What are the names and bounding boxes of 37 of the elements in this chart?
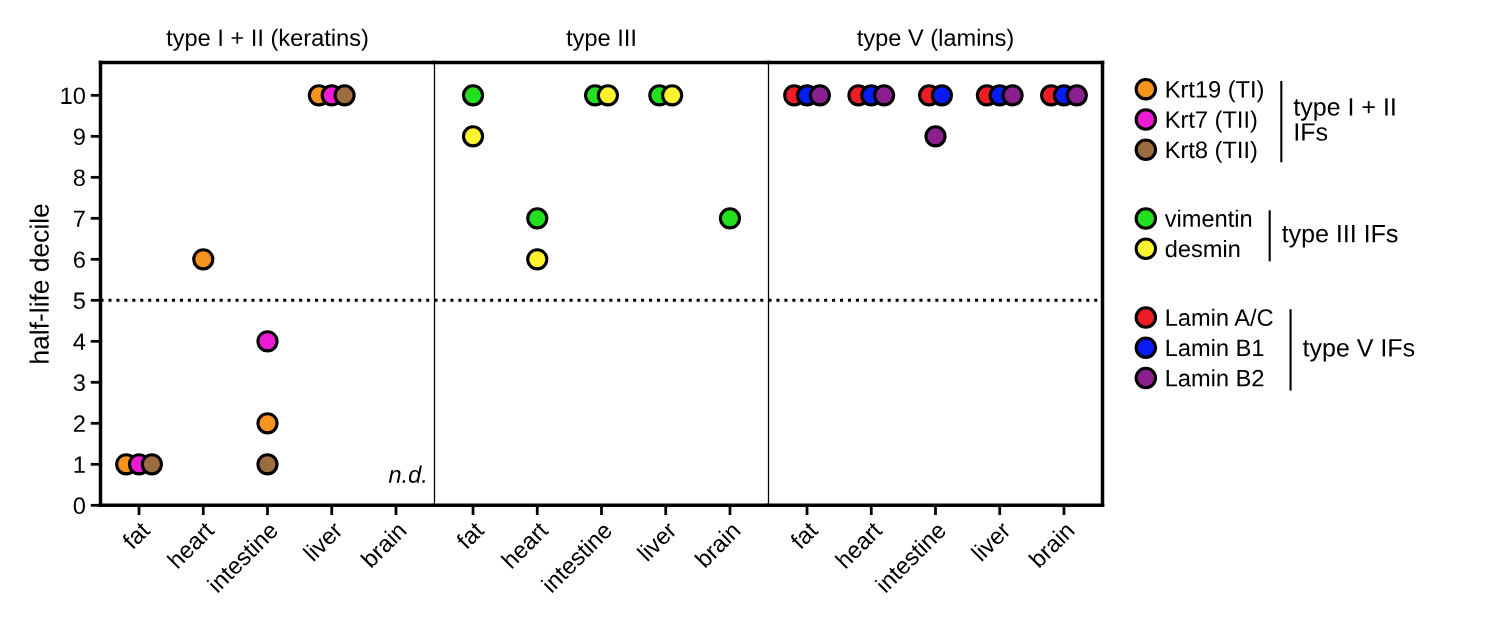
x-tick-label: liver [302,520,344,562]
chart-title: type III [566,29,635,51]
x-tick-label: liver [970,520,1012,562]
x-tick-label: fat [454,520,486,551]
chart-title: type I + II (keratins) [166,28,368,51]
annotation: n.d. [388,465,425,483]
y-tick-label: 4 [73,333,86,350]
legend-label: vimentin [1164,209,1252,227]
x-tick-label: liver [636,520,678,562]
legend-label: Krt19 (TI) [1166,80,1263,103]
legend-title: type III IFs [1282,225,1398,248]
point [256,330,279,353]
x-tick-label: fat [788,520,820,551]
legend-label: Lamin A/C [1166,308,1273,326]
y-tick-label: 2 [73,415,85,432]
legend-label: desmin [1165,239,1240,258]
y-tick-label: 1 [74,456,85,473]
legend-label: Krt8 (TII) [1166,140,1257,163]
legend-title: type V IFs [1302,339,1415,362]
point [256,453,279,476]
y-tick-label: 5 [73,292,85,310]
legend-label: Krt7 (TII) [1166,110,1257,133]
legend-label: Lamin B2 [1166,369,1264,387]
y-tick-label: 6 [73,251,85,269]
y-tick-label: 10 [61,87,85,105]
x-tick-label: fat [120,520,152,551]
chart-title: type V (lamins) [857,28,1013,51]
y-tick-label: 9 [73,128,85,146]
y-axis-title: half-life decile [29,204,49,363]
legend-label: Lamin B1 [1166,338,1264,357]
y-tick-label: 7 [74,210,85,227]
y-tick-label: 3 [73,374,85,392]
point [256,412,279,435]
y-tick-label: 8 [73,169,85,187]
y-tick-label: 0 [73,497,85,515]
legend-title: type I + II IFs [1293,98,1395,141]
point [192,248,215,271]
